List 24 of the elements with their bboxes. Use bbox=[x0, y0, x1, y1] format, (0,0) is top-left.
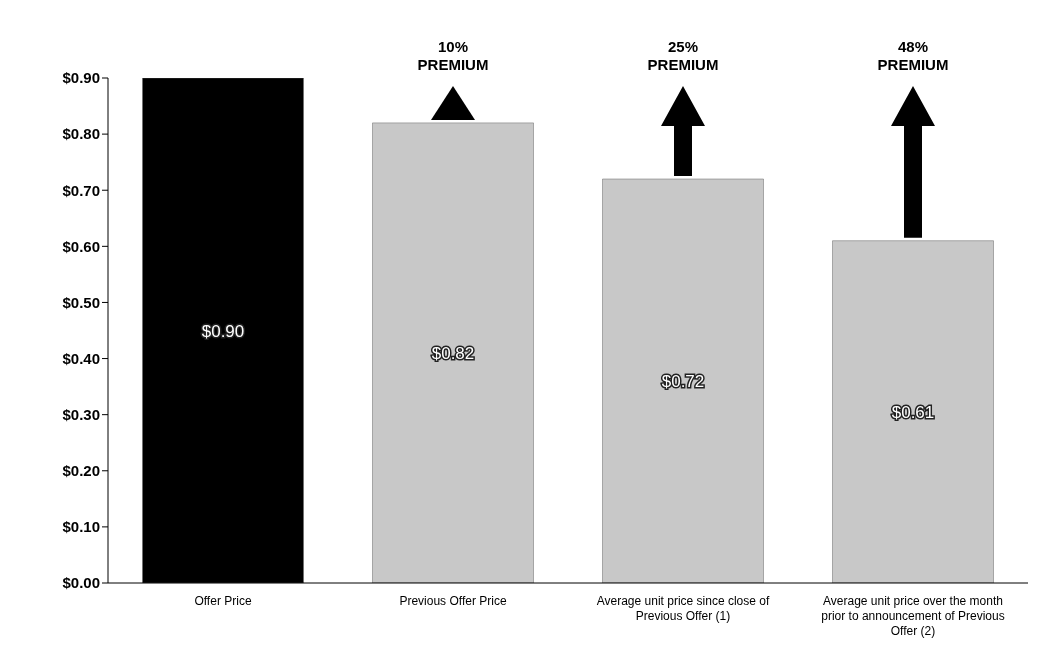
x-tick-label: Average unit price since close of Previous Offer (1) bbox=[596, 594, 770, 623]
y-tick-label: $0.70 bbox=[62, 181, 100, 199]
y-tick-label: $0.40 bbox=[62, 349, 100, 367]
bar bbox=[372, 122, 534, 583]
text: 48% PREMIUM bbox=[877, 38, 949, 73]
data-label: $0.72 bbox=[661, 372, 705, 392]
y-tick-label: $0.30 bbox=[62, 405, 100, 423]
x-tick-label: Offer Price bbox=[194, 594, 252, 608]
x-tick-label: Previous Offer Price bbox=[399, 594, 507, 608]
x-tick-label: Average unit price over the month prior to announcement of Previous Offer (2) bbox=[821, 594, 1005, 638]
y-tick-label: $0.50 bbox=[62, 293, 100, 311]
data-label: $0.82 bbox=[431, 343, 475, 363]
y-tick-label: $0.90 bbox=[62, 69, 100, 87]
bar bbox=[832, 240, 994, 583]
y-tick-label: $0.10 bbox=[62, 518, 100, 536]
y-tick-label: $0.00 bbox=[62, 574, 100, 592]
y-tick-label: $0.20 bbox=[62, 462, 100, 480]
bar bbox=[602, 178, 764, 583]
text: 10% PREMIUM bbox=[417, 38, 489, 73]
data-label: $0.61 bbox=[891, 402, 935, 422]
text: 25% PREMIUM bbox=[647, 38, 719, 73]
data-label: $0.90 bbox=[201, 321, 245, 341]
y-tick-label: $0.60 bbox=[62, 237, 100, 255]
y-tick-label: $0.80 bbox=[62, 125, 100, 143]
